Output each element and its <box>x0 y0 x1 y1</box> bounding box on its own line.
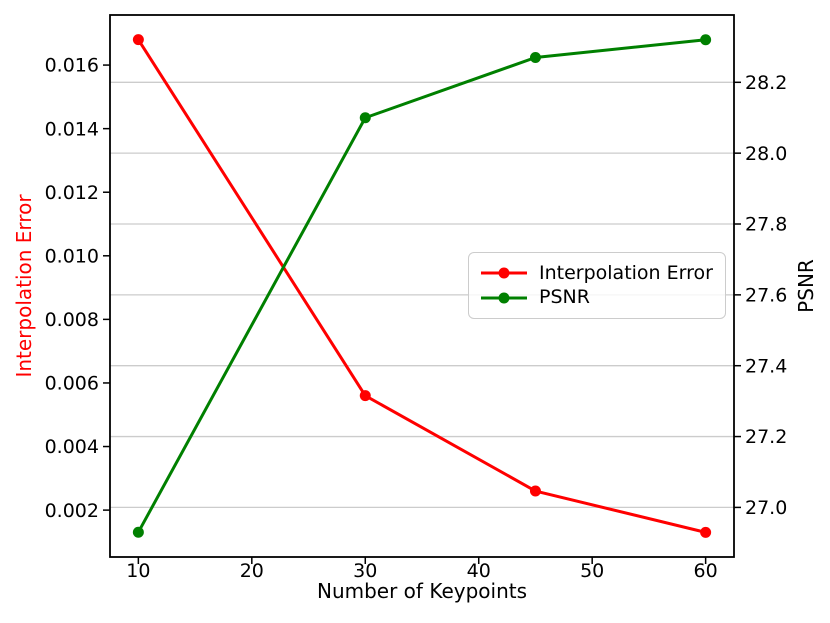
legend-label-psnr: PSNR <box>539 286 590 309</box>
left-y-tick-label: 0.014 <box>45 118 99 140</box>
right-y-tick-label: 27.4 <box>745 355 787 377</box>
right-y-tick-label: 28.2 <box>745 72 787 94</box>
left-y-tick-label: 0.008 <box>45 309 99 331</box>
legend-line-marker-icon <box>481 292 527 304</box>
left-y-tick-label: 0.010 <box>45 245 99 267</box>
x-axis-label: Number of Keypoints <box>316 579 528 603</box>
left-y-tick-label: 0.002 <box>45 500 99 522</box>
right-y-tick-label: 27.0 <box>745 497 787 519</box>
left-y-tick-label: 0.004 <box>45 436 99 458</box>
x-tick-label: 20 <box>240 560 264 582</box>
right-y-tick-label: 28.0 <box>745 143 787 165</box>
legend: Interpolation Error PSNR <box>468 252 726 319</box>
left-y-tick-label: 0.006 <box>45 373 99 395</box>
legend-item-interpolation-error: Interpolation Error <box>479 261 715 284</box>
left-y-tick-label: 0.016 <box>45 55 99 77</box>
x-tick-label: 60 <box>694 560 718 582</box>
x-tick-label: 10 <box>126 560 150 582</box>
right-y-tick-label: 27.2 <box>745 426 787 448</box>
legend-line-marker-icon <box>481 267 527 279</box>
x-tick-label: 50 <box>580 560 604 582</box>
legend-item-psnr: PSNR <box>479 288 715 307</box>
right-y-axis-label: PSNR <box>794 259 818 313</box>
x-tick-label: 40 <box>467 560 491 582</box>
left-y-tick-label: 0.012 <box>45 182 99 204</box>
left-y-axis-label: Interpolation Error <box>12 194 36 378</box>
right-y-tick-label: 27.6 <box>745 285 787 307</box>
legend-label-interpolation-error: Interpolation Error <box>539 261 713 284</box>
right-y-tick-label: 27.8 <box>745 214 787 236</box>
x-tick-label: 30 <box>353 560 377 582</box>
